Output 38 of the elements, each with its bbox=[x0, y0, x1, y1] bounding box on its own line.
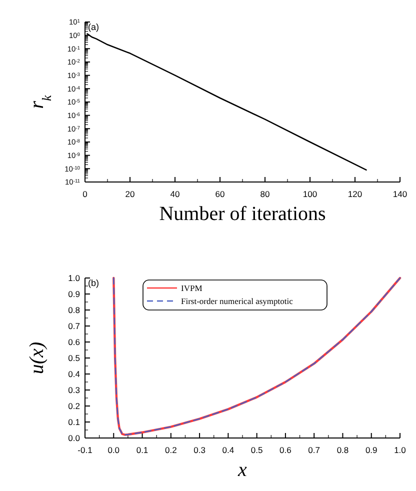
x-tick-label: -0.1 bbox=[78, 445, 93, 455]
x-tick-label: 0.8 bbox=[336, 445, 349, 455]
x-tick-label: 120 bbox=[348, 189, 362, 199]
y-axis-title: u(x) bbox=[26, 342, 48, 374]
x-tick-label: 20 bbox=[125, 189, 135, 199]
x-tick-label: 60 bbox=[215, 189, 225, 199]
x-tick-label: 0.6 bbox=[280, 445, 292, 455]
x-tick-label: 80 bbox=[260, 189, 270, 199]
y-tick-label: 0.7 bbox=[68, 320, 80, 331]
y-tick-label: 0.2 bbox=[68, 400, 80, 411]
x-tick-label: 0.5 bbox=[250, 445, 263, 455]
x-tick-label: 0.1 bbox=[136, 445, 148, 455]
x-tick-label: 40 bbox=[170, 189, 180, 199]
y-tick-label: 0.0 bbox=[68, 432, 80, 443]
x-tick-label: 0.9 bbox=[365, 445, 378, 455]
y-tick-label: 0.8 bbox=[68, 304, 80, 315]
x-tick-label: 100 bbox=[302, 189, 318, 199]
x-tick-label: 0.4 bbox=[222, 445, 234, 455]
y-tick-label: 0.9 bbox=[68, 288, 80, 299]
y-tick-label: 0.1 bbox=[68, 416, 80, 427]
annotation: (b) bbox=[88, 278, 99, 288]
y-tick-label: 0.3 bbox=[68, 384, 80, 395]
y-tick-label: 0.4 bbox=[68, 368, 80, 379]
x-axis-title: Number of iterations bbox=[159, 203, 326, 225]
x-tick-label: 1.0 bbox=[394, 445, 406, 455]
x-tick-label: 0.2 bbox=[164, 445, 178, 455]
y-tick-label: 1.0 bbox=[68, 272, 80, 283]
y-tick-label: 0.6 bbox=[68, 336, 80, 347]
x-tick-label: 0 bbox=[82, 189, 88, 199]
y-tick-label: 0.5 bbox=[68, 352, 80, 363]
legend-label: IVPM bbox=[181, 282, 203, 293]
x-tick-label: 140 bbox=[392, 189, 408, 199]
annotation: (a) bbox=[88, 22, 99, 32]
x-tick-label: 0.7 bbox=[308, 445, 320, 455]
legend-label: First-order numerical asymptotic bbox=[181, 296, 294, 306]
x-tick-label: 0.0 bbox=[108, 445, 120, 455]
x-tick-label: 0.3 bbox=[194, 445, 206, 455]
x-axis-title: x bbox=[237, 459, 248, 481]
